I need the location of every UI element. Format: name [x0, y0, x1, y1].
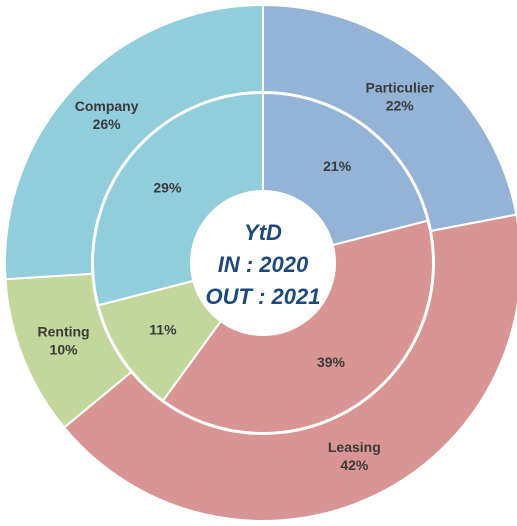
- slice-value: 42%: [340, 457, 369, 473]
- slice-value: 11%: [149, 322, 177, 338]
- labels: Particulier 22% Leasing 42% Renting 10% Compan…: [38, 79, 435, 472]
- center-text: YtD: [244, 220, 282, 245]
- slice-name: Renting: [38, 324, 90, 340]
- slice-value: 39%: [317, 354, 346, 370]
- center-text: IN : 2020: [218, 252, 309, 277]
- slice-name: Leasing: [328, 439, 381, 455]
- slice: [92, 91, 264, 307]
- rings: [4, 3, 517, 522]
- slice-value: 26%: [93, 116, 122, 132]
- slice-value: 21%: [323, 158, 352, 174]
- center-text: OUT : 2021: [206, 284, 321, 309]
- slice-value: 10%: [50, 342, 79, 358]
- slice-value: 22%: [386, 97, 415, 113]
- slice-name: Company: [75, 98, 139, 114]
- slice-value: 29%: [153, 180, 182, 196]
- slice: [161, 219, 434, 434]
- slice-name: Particulier: [365, 79, 434, 95]
- slice: [262, 91, 429, 247]
